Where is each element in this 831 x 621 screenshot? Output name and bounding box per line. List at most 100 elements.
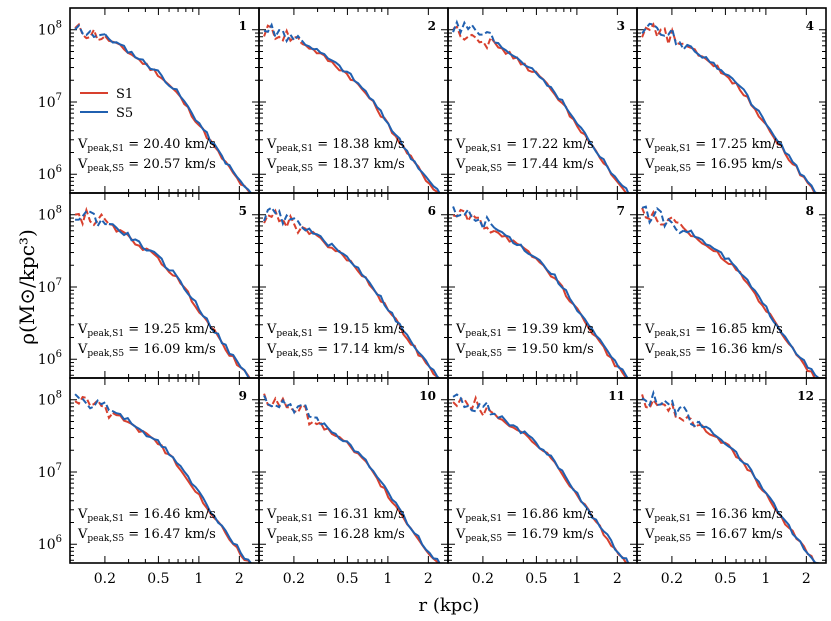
series-S5-dashed — [452, 393, 503, 419]
panel-number: 7 — [617, 204, 625, 218]
series-S1-solid — [682, 227, 816, 378]
panel-8: 8 Vpeak,S1 = 16.85 km/s Vpeak,S5 = 16.36 k… — [636, 192, 827, 379]
panel-number: 9 — [239, 389, 247, 403]
panel-10: 10 Vpeak,S1 = 16.31 km/s Vpeak,S5 = 16.28 … — [258, 377, 449, 587]
y-axis-label: ρ(M⊙/kpc³) — [15, 229, 39, 344]
x-tick-label: 0.5 — [336, 571, 358, 587]
panel-number: 4 — [806, 19, 814, 33]
y-tick-label: 108 — [38, 20, 62, 39]
y-tick-label: 107 — [38, 92, 62, 111]
series-group — [263, 206, 441, 378]
series-S1-solid — [494, 229, 628, 378]
vpeak-s1-label: Vpeak,S1 = 19.15 km/s — [266, 322, 405, 339]
vpeak-s5-label: Vpeak,S5 = 16.95 km/s — [644, 157, 783, 174]
panel-11: 11 Vpeak,S1 = 16.86 km/s Vpeak,S5 = 16.79 … — [447, 377, 638, 587]
x-tick-label: 0.2 — [94, 571, 116, 587]
x-tick-label: 0.5 — [147, 571, 169, 587]
panel-4: 4 Vpeak,S1 = 17.25 km/s Vpeak,S5 = 16.95 k… — [636, 7, 827, 194]
panel-number: 3 — [617, 19, 625, 33]
vpeak-s5-label: Vpeak,S5 = 16.28 km/s — [266, 527, 405, 544]
panel-5: 5 Vpeak,S1 = 19.25 km/s Vpeak,S5 = 16.09 k… — [38, 192, 260, 379]
series-S5-dashed — [641, 22, 692, 52]
x-tick-label: 2 — [235, 571, 244, 587]
series-group — [452, 206, 629, 378]
series-group — [452, 19, 630, 193]
panels-group: 1 Vpeak,S1 = 20.40 km/s Vpeak,S5 = 20.57 k… — [38, 7, 827, 587]
series-S1-dashed — [74, 395, 114, 420]
x-tick-label: 1 — [383, 571, 392, 587]
series-S1-dashed — [263, 208, 303, 235]
panel-number: 5 — [239, 204, 247, 218]
series-S5-solid — [686, 44, 821, 193]
panel-6: 6 Vpeak,S1 = 19.15 km/s Vpeak,S5 = 17.14 k… — [258, 192, 449, 379]
panel-2: 2 Vpeak,S1 = 18.38 km/s Vpeak,S5 = 18.37 k… — [258, 7, 449, 194]
series-group — [641, 22, 821, 193]
series-S5-solid — [112, 410, 253, 563]
vpeak-s5-label: Vpeak,S5 = 16.67 km/s — [644, 527, 783, 544]
panel-number: 2 — [428, 19, 436, 33]
series-S1-solid — [686, 45, 816, 193]
series-S5-solid — [683, 229, 821, 378]
vpeak-s1-label: Vpeak,S1 = 16.31 km/s — [266, 507, 405, 524]
series-S5-dashed — [75, 210, 109, 229]
series-S5-dashed — [641, 205, 685, 235]
vpeak-s1-label: Vpeak,S1 = 16.46 km/s — [77, 507, 216, 524]
panel-9: 9 Vpeak,S1 = 16.46 km/s Vpeak,S5 = 16.47 k… — [38, 377, 260, 587]
vpeak-s1-label: Vpeak,S1 = 18.38 km/s — [266, 137, 405, 154]
series-S1-dashed — [452, 25, 496, 51]
panel-number: 10 — [419, 389, 436, 403]
series-S5-solid — [497, 415, 630, 563]
series-S5-dashed — [452, 19, 496, 43]
y-tick-label: 108 — [38, 205, 62, 224]
x-tick-label: 0.5 — [714, 571, 736, 587]
panel-number: 12 — [797, 389, 814, 403]
series-S5-dashed — [263, 22, 303, 44]
series-S1-dashed — [452, 208, 495, 234]
series-S5-dashed — [74, 23, 106, 39]
x-tick-label: 2 — [613, 571, 622, 587]
panel-1: 1 Vpeak,S1 = 20.40 km/s Vpeak,S5 = 20.57 k… — [38, 7, 260, 194]
series-S5-solid — [301, 226, 440, 378]
x-axis-label: r (kpc) — [419, 595, 480, 616]
x-tick-label: 1 — [194, 571, 203, 587]
vpeak-s5-label: Vpeak,S5 = 19.50 km/s — [455, 342, 594, 359]
x-tick-label: 0.2 — [283, 571, 305, 587]
series-group — [74, 393, 253, 563]
y-tick-label: 107 — [38, 462, 62, 481]
series-S1-dashed — [263, 24, 303, 45]
vpeak-s5-label: Vpeak,S5 = 20.57 km/s — [77, 157, 216, 174]
legend-label-S5: S5 — [116, 106, 133, 121]
series-S5-solid — [104, 33, 253, 193]
panel-number: 1 — [239, 19, 247, 33]
x-tick-label: 0.2 — [661, 571, 683, 587]
series-S5-solid — [320, 422, 441, 563]
vpeak-s5-label: Vpeak,S5 = 16.47 km/s — [77, 527, 216, 544]
series-S1-dashed — [641, 22, 692, 49]
series-S5-dashed — [263, 206, 303, 228]
y-tick-label: 106 — [38, 349, 62, 368]
series-S1-solid — [301, 42, 440, 193]
series-group — [452, 393, 631, 563]
series-group — [74, 22, 253, 193]
series-S1-dashed — [641, 207, 685, 229]
vpeak-s5-label: Vpeak,S5 = 16.09 km/s — [77, 342, 216, 359]
panel-frame — [636, 377, 827, 564]
y-tick-label: 106 — [38, 164, 62, 183]
vpeak-s5-label: Vpeak,S5 = 18.37 km/s — [266, 157, 405, 174]
series-S5-dashed — [74, 393, 113, 413]
x-tick-label: 1 — [572, 571, 581, 587]
series-S1-solid — [112, 412, 252, 563]
series-S5-solid — [300, 39, 441, 193]
x-tick-label: 0.2 — [472, 571, 494, 587]
x-tick-label: 0.5 — [525, 571, 547, 587]
y-tick-label: 107 — [38, 277, 62, 296]
series-group — [641, 389, 821, 563]
vpeak-s5-label: Vpeak,S5 = 16.36 km/s — [644, 342, 783, 359]
series-S1-dashed — [74, 22, 106, 42]
y-tick-label: 108 — [38, 390, 62, 409]
vpeak-s5-label: Vpeak,S5 = 17.44 km/s — [455, 157, 594, 174]
vpeak-s1-label: Vpeak,S1 = 19.25 km/s — [77, 322, 216, 339]
vpeak-s5-label: Vpeak,S5 = 17.14 km/s — [266, 342, 405, 359]
